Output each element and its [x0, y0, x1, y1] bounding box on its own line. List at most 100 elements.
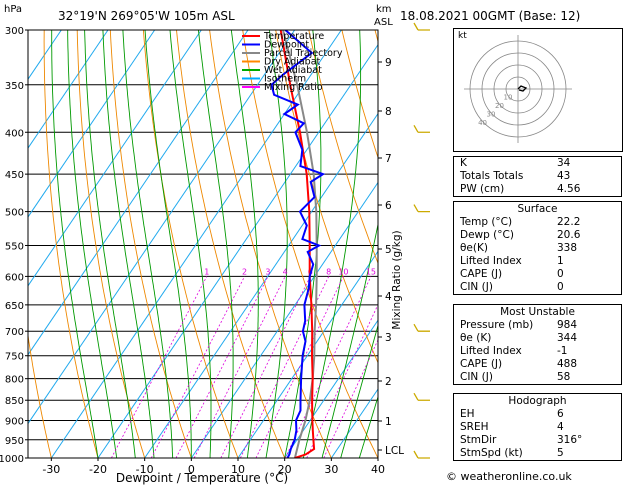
row-value: 344: [557, 332, 578, 344]
isotherm-line: [50, 30, 342, 458]
wind-barbs: [413, 22, 430, 459]
mixing-ratio-line: [284, 276, 372, 458]
km-tick: LCL: [385, 445, 404, 457]
asl-label: ASL: [374, 17, 393, 28]
mixing-ratio-label: 4: [283, 267, 288, 276]
row-label: CAPE (J): [460, 268, 503, 280]
most-unstable-table: Most Unstable Pressure (mb) 984 θe (K) 344 L…: [453, 304, 622, 385]
row-label: StmDir: [460, 434, 497, 446]
hodograph-title: Hodograph: [508, 395, 567, 407]
mixing-ratio-label: 25: [402, 267, 412, 276]
wet-adiabat-line: [302, 30, 362, 458]
table-row: CIN (J) 0: [454, 281, 621, 294]
hodograph-ring-label: 40: [478, 119, 487, 127]
mixing-ratio-label: 3: [265, 267, 270, 276]
row-label: Lifted Index: [460, 255, 522, 267]
row-label: Temp (°C): [460, 216, 513, 228]
pressure-tick: 450: [5, 170, 24, 181]
hodograph-ring-label: 20: [495, 102, 504, 110]
plot-frame: [27, 29, 379, 459]
dry-adiabat-line: [43, 30, 99, 458]
row-label: θe(K): [460, 242, 488, 254]
row-value: 43: [557, 170, 571, 182]
pressure-tick: 400: [5, 128, 24, 139]
pressure-tick: 1000: [0, 454, 24, 465]
temperature-line: [279, 30, 316, 458]
location-header: 32°19'N 269°05'W 105m ASL: [58, 9, 235, 23]
dry-adiabat-line: [341, 30, 378, 159]
skewt-curves: 1 2 3 4 6 8 10 15 20 25: [204, 30, 412, 458]
isotherm-line: [97, 43, 378, 458]
dry-adiabat-line: [28, 332, 52, 458]
table-row: K 34: [454, 157, 621, 170]
row-label: EH: [460, 408, 475, 420]
temp-tick: -20: [89, 463, 107, 476]
row-value: 5: [557, 447, 564, 459]
km-tick: 9: [385, 57, 392, 69]
table-row: Temp (°C) 22.2: [454, 216, 621, 229]
skewt-grid: [28, 30, 378, 458]
row-label: CIN (J): [460, 371, 493, 383]
isotherm-line: [144, 112, 378, 458]
datetime-header: 18.08.2021 00GMT (Base: 12): [400, 9, 581, 23]
isotherm-line: [28, 30, 296, 425]
temp-tick: 10: [231, 463, 245, 476]
temp-tick: 40: [371, 463, 385, 476]
table-row: SREH 4: [454, 421, 621, 434]
isotherm-line: [284, 319, 378, 458]
mixing-ratio-label: 10: [338, 267, 348, 276]
x-axis-label: Dewpoint / Temperature (°C): [116, 471, 288, 485]
pressure-tick: 600: [5, 272, 24, 283]
mixing-ratio-label: 8: [326, 267, 331, 276]
wind-barb: [413, 450, 430, 459]
table-row: StmSpd (kt) 5: [454, 447, 621, 460]
km-tick: 7: [385, 153, 392, 165]
km-tick: 4: [385, 291, 392, 303]
mixing-ratio-label: 15: [366, 267, 376, 276]
hpa-label: hPa: [4, 4, 23, 15]
row-value: -1: [557, 345, 568, 357]
legend-entry: Wet Adiabat: [264, 65, 322, 76]
table-row: θe (K) 344: [454, 332, 621, 345]
row-label: SREH: [460, 421, 489, 433]
pressure-tick: 850: [5, 396, 24, 407]
pressure-tick: 900: [5, 417, 24, 428]
hodograph-ring-label: 30: [487, 110, 496, 118]
skewt-axes: 3003504004505005506006507007508008509009…: [0, 26, 404, 485]
surface-table: Surface Temp (°C) 22.2 Dewp (°C) 20.6 θe(K) 3…: [453, 201, 622, 295]
dry-adiabat-line: [142, 30, 239, 458]
temp-tick: 0: [188, 463, 195, 476]
row-label: Pressure (mb): [460, 319, 534, 331]
isotherm-line: [190, 181, 378, 458]
wet-adiabat-line: [122, 30, 174, 458]
pressure-tick: 750: [5, 352, 24, 363]
pressure-tick: 800: [5, 375, 24, 386]
mixing-ratio-line: [323, 338, 378, 458]
dry-adiabat-line: [76, 30, 146, 458]
row-value: 316°: [557, 434, 583, 446]
row-value: 1: [557, 255, 564, 267]
pressure-tick: 700: [5, 327, 24, 338]
table-row: Totals Totals 43: [454, 170, 621, 183]
hodograph-ring-label: 10: [504, 93, 513, 101]
legend-entry: Temperature: [263, 31, 324, 42]
hodograph-unit-label: kt: [458, 31, 467, 41]
dry-adiabat-line: [242, 30, 378, 458]
table-row: Pressure (mb) 984: [454, 319, 621, 332]
hodograph-trace: [517, 85, 528, 92]
km-tick: 8: [385, 106, 392, 118]
wet-adiabat-line: [358, 395, 378, 458]
table-row: CAPE (J) 0: [454, 268, 621, 281]
mixing-ratio-line: [306, 303, 378, 458]
row-label: K: [460, 157, 467, 169]
row-label: Dewp (°C): [460, 229, 514, 241]
pressure-tick: 350: [5, 81, 24, 92]
row-value: 58: [557, 371, 571, 383]
isotherm-line: [28, 30, 109, 149]
temp-tick: 20: [278, 463, 292, 476]
mixing-ratio-axis-label: Mixing Ratio (g/kg): [391, 230, 403, 329]
wet-adiabat-line: [340, 323, 378, 458]
legend-entry: Mixing Ratio: [264, 82, 323, 93]
table-row: CIN (J) 58: [454, 371, 621, 384]
